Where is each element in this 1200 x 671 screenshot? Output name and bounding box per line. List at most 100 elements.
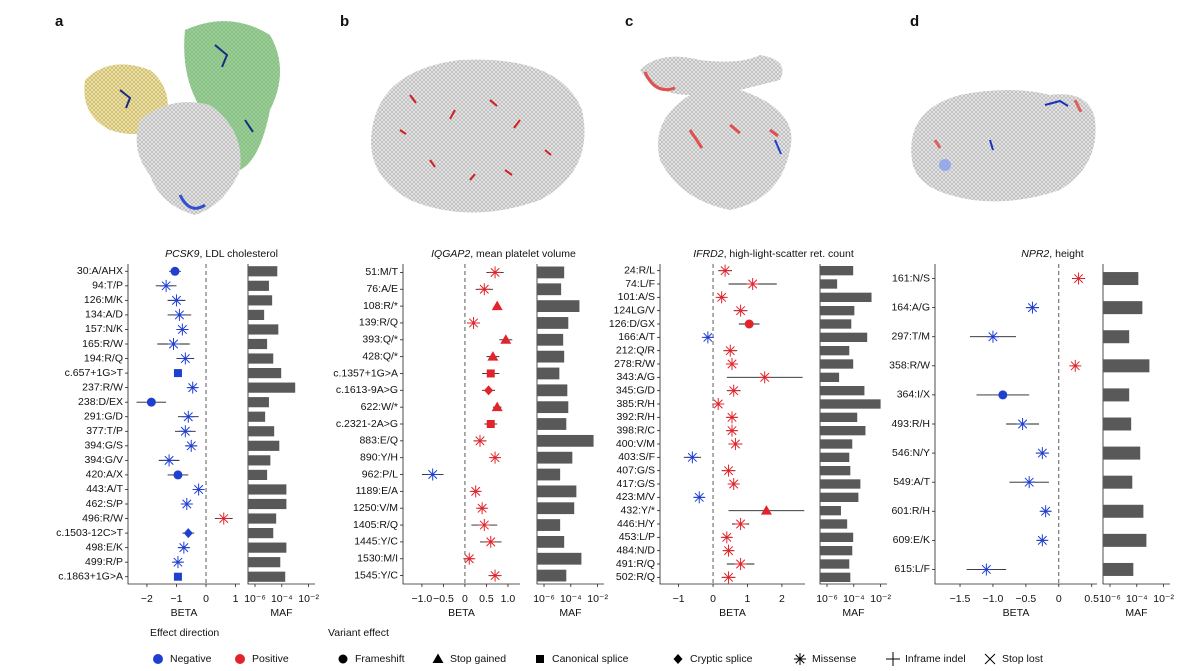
maf-bar	[820, 439, 853, 449]
category-label: 345:G/D	[616, 384, 656, 396]
maf-bar	[820, 452, 850, 462]
maf-bar	[248, 528, 274, 539]
x-tick-label: 10⁻²	[298, 593, 319, 605]
maf-bar	[248, 397, 269, 408]
category-label: 609:E/K	[893, 534, 930, 546]
effect-marker	[693, 491, 706, 504]
residue	[178, 194, 206, 210]
category-label: 432:Y/*	[621, 504, 655, 516]
x-tick-label: 10⁻⁴	[1126, 593, 1148, 605]
x-axis-title: BETA	[1003, 607, 1030, 619]
legend-marker	[235, 654, 245, 664]
category-label: 30:A/AHX	[77, 265, 123, 277]
category-label: 108:R/*	[363, 300, 398, 312]
maf-bar	[1103, 562, 1134, 576]
category-label: 443:A/T	[86, 483, 123, 495]
category-label: c.657+1G>T	[65, 367, 124, 379]
panel-letter: c	[625, 13, 633, 30]
panel-letter: d	[910, 13, 919, 30]
maf-bar	[248, 542, 287, 553]
effect-marker	[1036, 534, 1049, 547]
legend-marker	[338, 654, 348, 664]
legend: Negative Positive Frameshift Stop gained Can…	[153, 652, 1043, 666]
effect-marker	[473, 434, 486, 447]
category-label: 51:M/T	[365, 266, 398, 278]
x-tick-label: 10⁻⁶	[816, 593, 838, 605]
effect-marker	[484, 535, 497, 548]
category-label: 157:N/K	[85, 323, 123, 335]
effect-marker	[712, 398, 725, 410]
panel-title: PCSK9, LDL cholesterol	[165, 248, 278, 260]
effect-marker	[487, 351, 499, 361]
legend-marker	[886, 652, 900, 666]
category-label: 392:R/H	[616, 411, 655, 423]
category-label: 394:G/V	[84, 454, 123, 466]
maf-bar	[820, 399, 881, 409]
x-tick-label: −1.0	[983, 593, 1004, 605]
legend-marker	[673, 654, 683, 664]
x-tick-label: 10⁻⁴	[560, 593, 582, 605]
effect-marker	[734, 518, 747, 530]
effect-marker	[478, 519, 491, 532]
effect-marker	[722, 571, 735, 584]
effect-marker	[478, 283, 491, 296]
effect-marker	[725, 424, 738, 437]
effect-marker	[734, 304, 747, 317]
maf-bar	[820, 372, 840, 382]
maf-bar	[820, 506, 841, 516]
maf-bar	[820, 332, 868, 342]
gene-name: IQGAP2	[431, 248, 470, 260]
category-label: 962:P/L	[362, 468, 398, 480]
category-label: 420:A/X	[86, 469, 123, 481]
effect-marker	[701, 331, 714, 344]
x-tick-label: 1.0	[501, 593, 516, 605]
effect-marker	[160, 279, 173, 292]
maf-bar	[820, 412, 858, 422]
category-label: 24:R/L	[624, 264, 655, 276]
legend-marker	[153, 654, 163, 664]
maf-bar	[248, 382, 296, 393]
effect-marker	[746, 278, 759, 290]
maf-bar	[537, 401, 569, 414]
legend-marker	[984, 653, 996, 665]
x-axis-title: MAF	[559, 607, 581, 619]
panel-title: IFRD2, high-light-scatter ret. count	[693, 248, 854, 260]
maf-bar	[820, 466, 851, 476]
category-label: 394:G/S	[84, 440, 123, 452]
maf-bar	[1103, 504, 1144, 518]
category-label: 601:R/H	[891, 505, 930, 517]
maf-bar	[537, 536, 565, 548]
maf-bar	[537, 384, 568, 397]
x-tick-label: 0.5	[479, 593, 494, 605]
maf-bar	[820, 532, 854, 542]
effect-marker	[179, 352, 192, 365]
x-tick-label: 0	[1056, 593, 1062, 605]
maf-bar	[537, 350, 565, 363]
category-label: 124LG/V	[614, 304, 655, 316]
maf-bar	[248, 455, 271, 466]
x-tick-label: 0	[710, 593, 716, 605]
effect-marker	[179, 425, 192, 438]
effect-marker	[998, 390, 1008, 400]
protein-structures	[84, 21, 1096, 215]
effect-marker	[426, 468, 439, 481]
maf-bar	[820, 559, 850, 569]
category-label: 238:D/EX	[78, 396, 123, 408]
effect-marker	[192, 483, 205, 496]
x-tick-label: 1	[745, 593, 751, 605]
trait-name: , LDL cholesterol	[200, 248, 278, 260]
category-label: 1530:M/I	[357, 553, 398, 565]
effect-marker	[1026, 301, 1039, 314]
effect-marker	[173, 308, 186, 321]
maf-bar	[248, 411, 266, 422]
effect-marker	[727, 384, 740, 397]
category-label: 139:R/Q	[359, 317, 398, 329]
maf-bar	[537, 266, 565, 279]
x-axis-title: BETA	[719, 607, 746, 619]
residue	[989, 99, 1069, 151]
category-label: 484:N/D	[616, 544, 655, 556]
category-label: 134:A/D	[85, 309, 123, 321]
category-label: 212:Q/R	[616, 344, 656, 356]
maf-bar	[537, 552, 582, 565]
residue	[643, 71, 779, 149]
